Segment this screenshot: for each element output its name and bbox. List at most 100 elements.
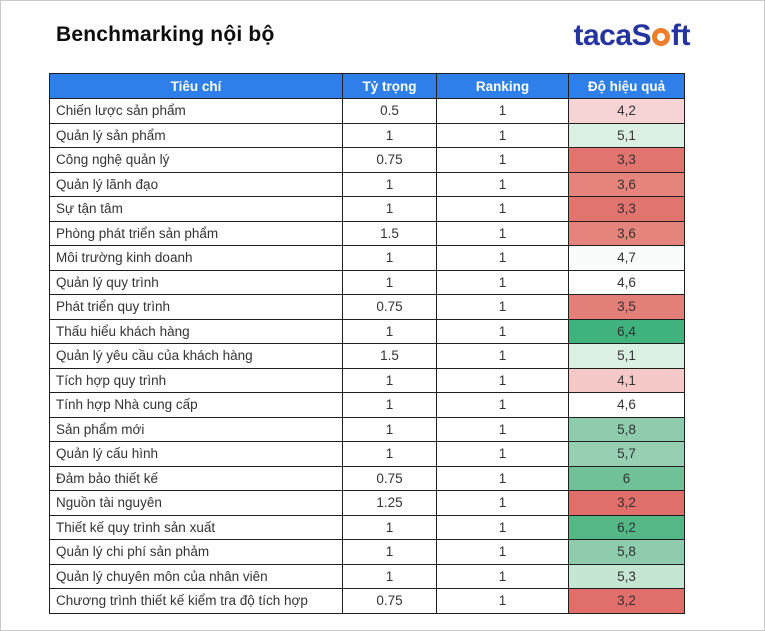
effectiveness-cell: 4,6: [568, 269, 685, 295]
header-effectiveness: Độ hiệu quả: [568, 73, 685, 99]
weight-cell: 1: [342, 196, 437, 222]
criteria-cell: Tích hợp quy trình: [49, 367, 343, 393]
criteria-cell: Tính hợp Nhà cung cấp: [49, 392, 343, 418]
criteria-cell: Nguồn tài nguyên: [49, 490, 343, 516]
weight-cell: 1: [342, 367, 437, 393]
weight-cell: 0.75: [342, 147, 437, 173]
table-row: Nguồn tài nguyên 1.25 1 3,2: [49, 490, 685, 516]
table-row: Tích hợp quy trình 1 1 4,1: [49, 367, 685, 393]
ranking-cell: 1: [436, 490, 569, 516]
criteria-cell: Chiến lược sản phẩm: [49, 98, 343, 124]
criteria-cell: Phòng phát triển sản phẩm: [49, 220, 343, 246]
criteria-cell: Sản phẩm mới: [49, 416, 343, 442]
table-row: Sản phẩm mới 1 1 5,8: [49, 416, 685, 442]
ranking-cell: 1: [436, 367, 569, 393]
weight-cell: 1: [342, 416, 437, 442]
criteria-cell: Quản lý chuyên môn của nhân viên: [49, 563, 343, 589]
effectiveness-cell: 6,2: [568, 514, 685, 540]
logo-text-before: tacaS: [573, 19, 652, 52]
table-row: Quản lý lãnh đạo 1 1 3,6: [49, 171, 685, 197]
ranking-cell: 1: [436, 147, 569, 173]
effectiveness-cell: 3,3: [568, 147, 685, 173]
ranking-cell: 1: [436, 245, 569, 271]
table-row: Môi trường kinh doanh 1 1 4,7: [49, 245, 685, 271]
effectiveness-cell: 6,4: [568, 318, 685, 344]
weight-cell: 0.75: [342, 588, 437, 614]
table-body: Chiến lược sản phẩm 0.5 1 4,2 Quản lý sản ph…: [49, 98, 685, 614]
table-header-row: Tiêu chí Tỷ trọng Ranking Độ hiệu quả: [49, 73, 685, 99]
effectiveness-cell: 5,7: [568, 441, 685, 467]
effectiveness-cell: 3,5: [568, 294, 685, 320]
weight-cell: 1: [342, 171, 437, 197]
ranking-cell: 1: [436, 392, 569, 418]
criteria-cell: Quản lý chi phí sản phảm: [49, 539, 343, 565]
criteria-cell: Quản lý lãnh đạo: [49, 171, 343, 197]
table-row: Sự tận tâm 1 1 3,3: [49, 196, 685, 222]
weight-cell: 0.5: [342, 98, 437, 124]
criteria-cell: Quản lý yêu cầu của khách hàng: [49, 343, 343, 369]
effectiveness-cell: 3,2: [568, 588, 685, 614]
criteria-cell: Quản lý cấu hình: [49, 441, 343, 467]
ranking-cell: 1: [436, 269, 569, 295]
ranking-cell: 1: [436, 171, 569, 197]
tacasoft-logo: tacaS ft: [573, 18, 690, 54]
ranking-cell: 1: [436, 539, 569, 565]
table-row: Phòng phát triển sản phẩm 1.5 1 3,6: [49, 220, 685, 246]
header-ranking: Ranking: [436, 73, 569, 99]
ranking-cell: 1: [436, 318, 569, 344]
weight-cell: 1: [342, 122, 437, 148]
effectiveness-cell: 3,2: [568, 490, 685, 516]
weight-cell: 1.5: [342, 220, 437, 246]
table-row: Quản lý cấu hình 1 1 5,7: [49, 441, 685, 467]
logo-o-swirl-icon: [652, 28, 671, 46]
table-row: Chiến lược sản phẩm 0.5 1 4,2: [49, 98, 685, 124]
ranking-cell: 1: [436, 416, 569, 442]
ranking-cell: 1: [436, 98, 569, 124]
weight-cell: 1: [342, 514, 437, 540]
header-criteria: Tiêu chí: [49, 73, 343, 99]
criteria-cell: Phát triển quy trình: [49, 294, 343, 320]
weight-cell: 1: [342, 392, 437, 418]
effectiveness-cell: 5,3: [568, 563, 685, 589]
weight-cell: 1: [342, 318, 437, 344]
table-row: Đảm bảo thiết kế 0.75 1 6: [49, 465, 685, 491]
ranking-cell: 1: [436, 441, 569, 467]
table-row: Chương trình thiết kế kiểm tra độ tích h…: [49, 588, 685, 614]
logo-text-after: ft: [671, 19, 690, 52]
ranking-cell: 1: [436, 588, 569, 614]
effectiveness-cell: 4,6: [568, 392, 685, 418]
weight-cell: 1: [342, 245, 437, 271]
effectiveness-cell: 5,8: [568, 539, 685, 565]
weight-cell: 0.75: [342, 294, 437, 320]
header-weight: Tỷ trọng: [342, 73, 437, 99]
table-row: Thấu hiểu khách hàng 1 1 6,4: [49, 318, 685, 344]
ranking-cell: 1: [436, 122, 569, 148]
weight-cell: 1.25: [342, 490, 437, 516]
ranking-cell: 1: [436, 514, 569, 540]
weight-cell: 1: [342, 441, 437, 467]
table-row: Thiết kế quy trình sản xuất 1 1 6,2: [49, 514, 685, 540]
weight-cell: 1.5: [342, 343, 437, 369]
effectiveness-cell: 5,1: [568, 343, 685, 369]
ranking-cell: 1: [436, 343, 569, 369]
table-row: Quản lý yêu cầu của khách hàng 1.5 1 5,1: [49, 343, 685, 369]
ranking-cell: 1: [436, 563, 569, 589]
ranking-cell: 1: [436, 294, 569, 320]
criteria-cell: Sự tận tâm: [49, 196, 343, 222]
table-row: Tính hợp Nhà cung cấp 1 1 4,6: [49, 392, 685, 418]
effectiveness-cell: 5,8: [568, 416, 685, 442]
effectiveness-cell: 3,6: [568, 220, 685, 246]
criteria-cell: Thấu hiểu khách hàng: [49, 318, 343, 344]
criteria-cell: Công nghệ quản lý: [49, 147, 343, 173]
criteria-cell: Quản lý quy trình: [49, 269, 343, 295]
table-row: Phát triển quy trình 0.75 1 3,5: [49, 294, 685, 320]
benchmark-table: Tiêu chí Tỷ trọng Ranking Độ hiệu quả Ch…: [49, 73, 685, 614]
weight-cell: 1: [342, 563, 437, 589]
table-row: Công nghệ quản lý 0.75 1 3,3: [49, 147, 685, 173]
effectiveness-cell: 4,1: [568, 367, 685, 393]
criteria-cell: Chương trình thiết kế kiểm tra độ tích h…: [49, 588, 343, 614]
ranking-cell: 1: [436, 196, 569, 222]
weight-cell: 1: [342, 539, 437, 565]
effectiveness-cell: 6: [568, 465, 685, 491]
